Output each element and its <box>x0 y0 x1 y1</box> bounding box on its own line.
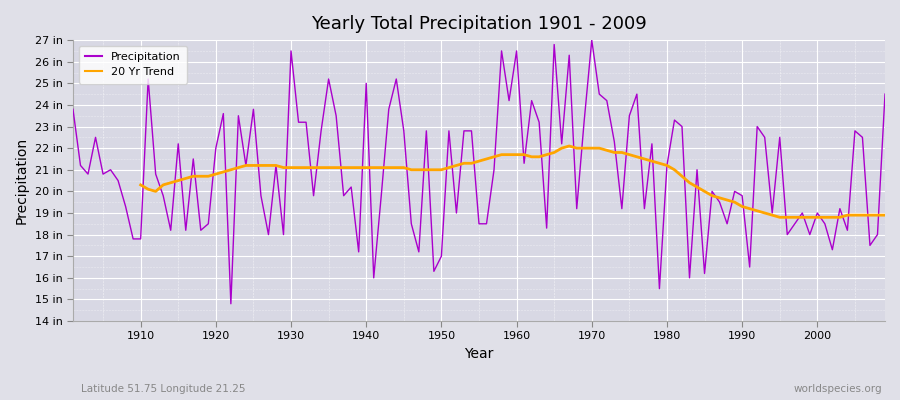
X-axis label: Year: Year <box>464 347 494 361</box>
Text: worldspecies.org: worldspecies.org <box>794 384 882 394</box>
Legend: Precipitation, 20 Yr Trend: Precipitation, 20 Yr Trend <box>78 46 187 84</box>
Text: Latitude 51.75 Longitude 21.25: Latitude 51.75 Longitude 21.25 <box>81 384 246 394</box>
Title: Yearly Total Precipitation 1901 - 2009: Yearly Total Precipitation 1901 - 2009 <box>311 15 647 33</box>
Y-axis label: Precipitation: Precipitation <box>15 137 29 224</box>
